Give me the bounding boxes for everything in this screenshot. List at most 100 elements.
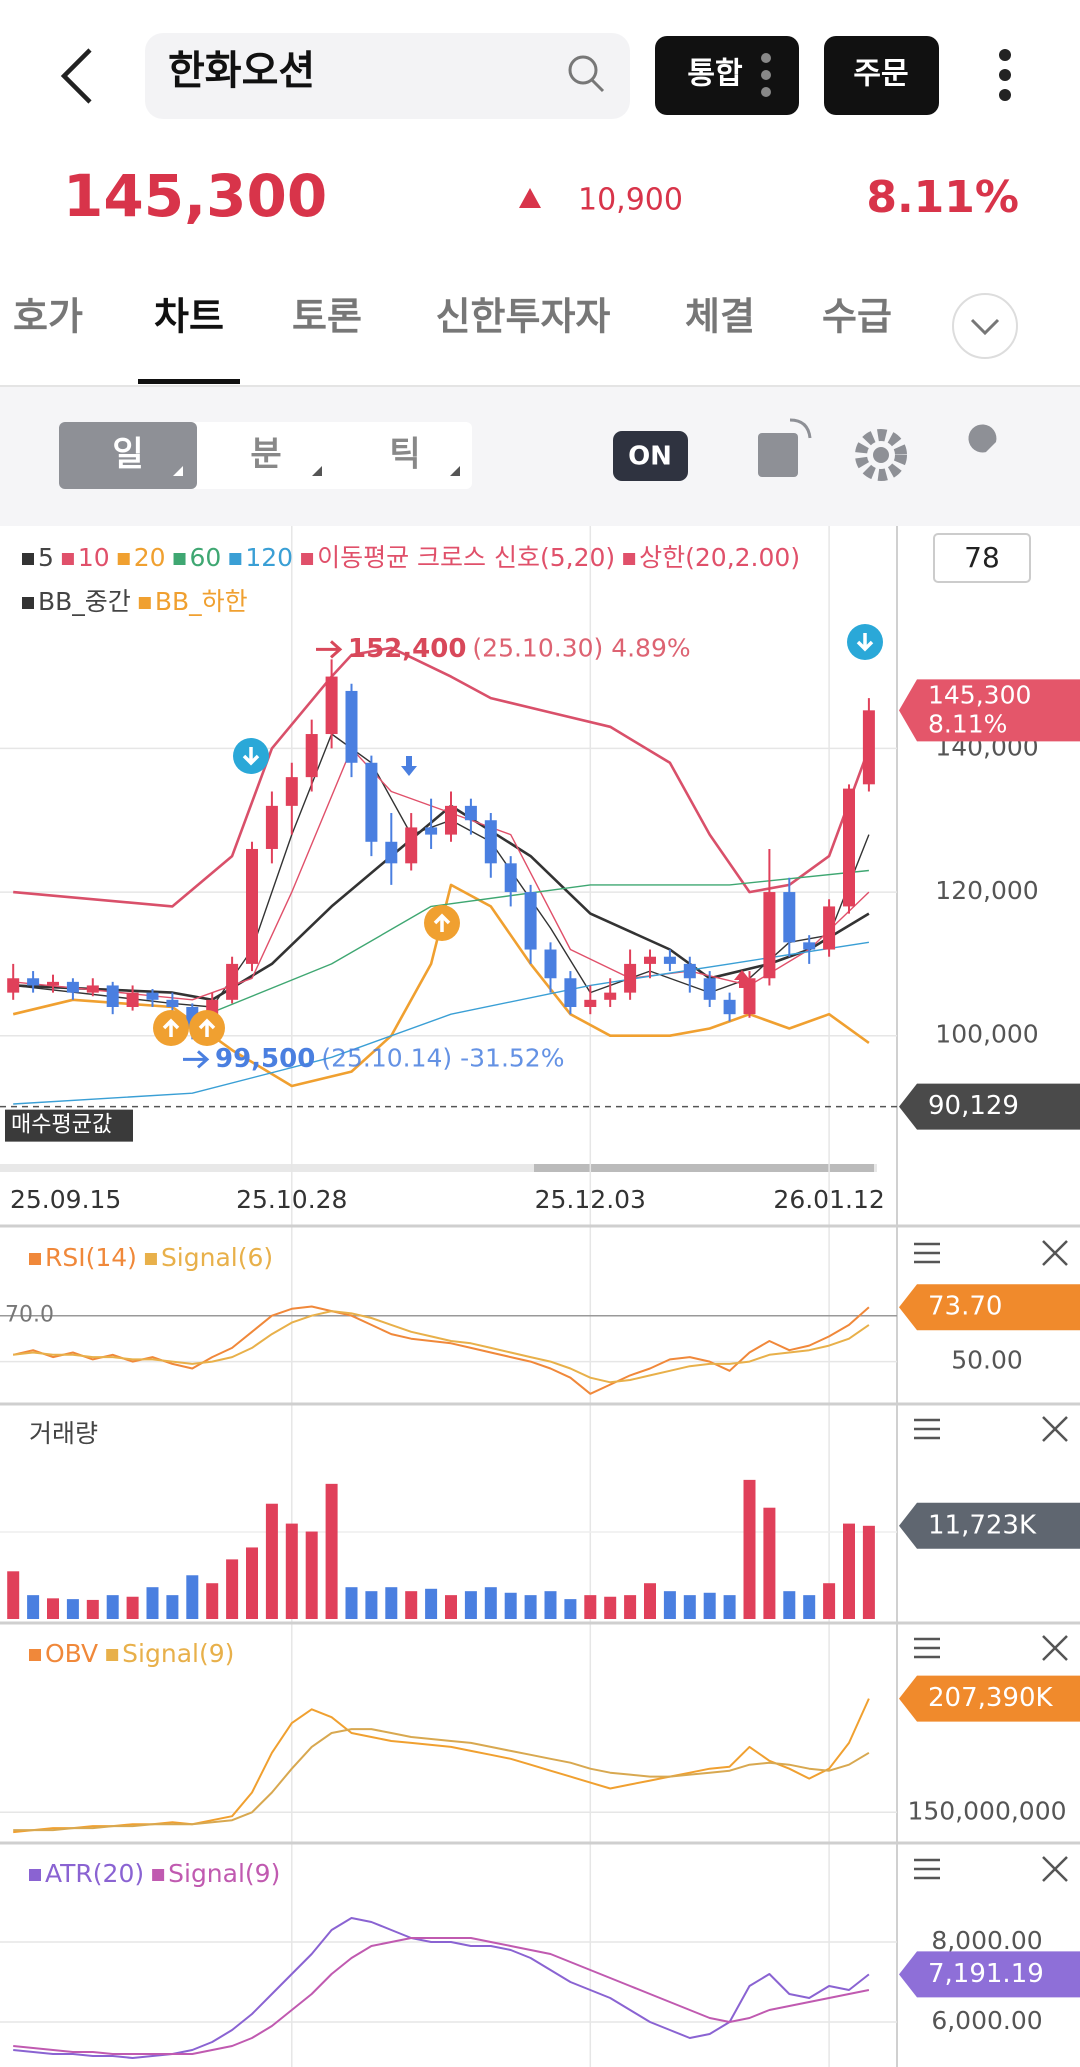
- avg-label-box: [5, 1109, 133, 1142]
- sell-signal: [734, 970, 750, 988]
- scroll-thumb[interactable]: [534, 1164, 874, 1172]
- legend-swatch: [623, 553, 636, 565]
- legend-label: BB_하한: [155, 587, 248, 616]
- candle-body: [624, 963, 637, 993]
- volume-bar: [604, 1596, 617, 1619]
- indicator-line: [13, 1937, 870, 2055]
- value-tag: [899, 1951, 1080, 1998]
- tab[interactable]: 토론: [292, 295, 362, 339]
- volume-bar: [823, 1583, 836, 1619]
- value-tag: [899, 1083, 1080, 1130]
- tool-icon[interactable]: [960, 424, 997, 478]
- y-tick-label: 6,000.00: [931, 2006, 1042, 2035]
- candle-body: [564, 978, 577, 1007]
- integrated-label: 통합: [687, 57, 743, 92]
- volume-bar: [783, 1591, 796, 1619]
- close-icon[interactable]: [1042, 1635, 1068, 1661]
- period[interactable]: 일: [112, 435, 143, 475]
- legend-swatch: [29, 1253, 41, 1265]
- period-active[interactable]: [59, 422, 197, 489]
- candle-body: [86, 985, 99, 993]
- legend-swatch: [144, 1253, 157, 1265]
- candle-body: [843, 788, 855, 907]
- legend-swatch: [22, 597, 34, 609]
- search-box[interactable]: [145, 33, 630, 119]
- value-tag-label: 7,191.19: [928, 1959, 1044, 1989]
- legend-label: 60: [190, 543, 222, 572]
- tab[interactable]: 신한투자자: [436, 295, 611, 339]
- legend-label: 거래량: [29, 1419, 98, 1448]
- legend-label: OBV: [45, 1639, 98, 1668]
- badge: 78: [964, 541, 1000, 574]
- indicator-line: [13, 646, 871, 908]
- period[interactable]: 분: [250, 435, 281, 475]
- tab-expand[interactable]: [952, 293, 1018, 359]
- candle-body: [265, 805, 278, 849]
- tab[interactable]: 체결: [685, 295, 755, 339]
- legend-swatch: [106, 1649, 119, 1661]
- tab[interactable]: 호가: [13, 295, 83, 339]
- annotation-arrow: [183, 1050, 210, 1069]
- legend-label: RSI(14): [45, 1243, 137, 1272]
- value-tag-label: 11,723K: [928, 1510, 1037, 1540]
- volume-bar: [66, 1599, 79, 1619]
- tab[interactable]: 수급: [822, 295, 892, 339]
- volume-bar: [862, 1525, 875, 1619]
- candle-body: [783, 892, 796, 943]
- candle-body: [126, 992, 139, 1007]
- toggle[interactable]: [613, 431, 688, 481]
- y-tick-label: 70.0: [5, 1303, 54, 1328]
- volume-bar: [524, 1595, 537, 1619]
- close-icon[interactable]: [1042, 1416, 1068, 1442]
- volume-bar: [564, 1599, 577, 1619]
- candle-body: [47, 981, 59, 986]
- search-icon[interactable]: [568, 55, 598, 85]
- annotation-detail: (25.10.30) 4.89%: [472, 633, 690, 662]
- x-tick-label: 25.09.15: [10, 1185, 121, 1214]
- volume-bar: [166, 1595, 179, 1619]
- indicator-line: [13, 733, 870, 1008]
- volume-bar: [385, 1587, 398, 1619]
- more-menu[interactable]: [999, 49, 1011, 101]
- volume-bar: [723, 1595, 736, 1619]
- caret: [312, 466, 322, 476]
- volume-bar: [146, 1587, 159, 1619]
- close-icon[interactable]: [1042, 1240, 1068, 1266]
- legend-label: 20: [134, 543, 166, 572]
- back-button[interactable]: [60, 48, 92, 104]
- candle-body: [663, 956, 676, 964]
- dot: [761, 53, 771, 63]
- period[interactable]: 틱: [389, 435, 420, 475]
- volume-bar: [186, 1575, 199, 1619]
- volume-bar: [763, 1507, 776, 1619]
- volume-bar: [305, 1531, 318, 1619]
- price: 145,300: [63, 162, 327, 230]
- candle-body: [703, 978, 716, 1000]
- order-button[interactable]: [824, 36, 939, 115]
- value-tag: [899, 1502, 1080, 1549]
- candle-body: [226, 963, 239, 1000]
- volume-bar: [246, 1547, 258, 1619]
- signal-arrow: [433, 913, 451, 932]
- legend-swatch: [138, 597, 151, 609]
- signal-arrow: [242, 747, 260, 766]
- volume-bar: [484, 1587, 497, 1619]
- rotate-arrow: [789, 418, 812, 439]
- candle-body: [325, 676, 338, 735]
- candle-body: [27, 978, 40, 986]
- volume-bar: [325, 1483, 338, 1619]
- rotate-icon[interactable]: [758, 433, 798, 477]
- close-icon[interactable]: [1042, 1856, 1068, 1882]
- candle-body: [803, 942, 816, 950]
- y-tick-label: 8,000.00: [931, 1926, 1042, 1955]
- annotation-value: 99,500: [215, 1044, 315, 1074]
- volume-bar: [86, 1599, 99, 1619]
- settings-hub: [873, 447, 889, 463]
- settings-icon[interactable]: [855, 429, 907, 481]
- legend-swatch: [29, 1869, 41, 1881]
- tab-active[interactable]: 차트: [154, 295, 224, 339]
- indicator-line: [13, 941, 870, 1105]
- candle-body: [285, 777, 298, 806]
- volume-bar: [285, 1523, 298, 1619]
- legend-label: Signal(9): [168, 1859, 280, 1888]
